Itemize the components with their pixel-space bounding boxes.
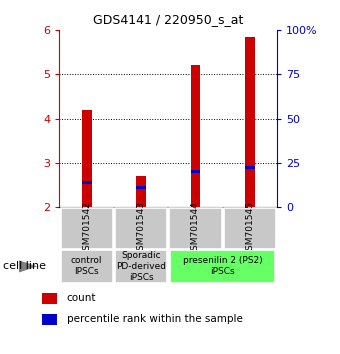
Bar (136, 176, 146, 207)
Text: GSM701544: GSM701544 (191, 201, 200, 256)
Text: Sporadic
PD-derived
iPSCs: Sporadic PD-derived iPSCs (116, 251, 166, 282)
Text: presenilin 2 (PS2)
iPSCs: presenilin 2 (PS2) iPSCs (183, 256, 262, 276)
Bar (82, 110, 91, 207)
Bar (82, 181, 91, 184)
Text: percentile rank within the sample: percentile rank within the sample (67, 314, 243, 325)
Text: control
IPSCs: control IPSCs (71, 256, 102, 276)
Title: GDS4141 / 220950_s_at: GDS4141 / 220950_s_at (93, 13, 243, 26)
Bar (245, 166, 255, 169)
Bar (245, 37, 255, 207)
Bar (42, 292, 56, 304)
Polygon shape (19, 260, 37, 273)
Text: count: count (67, 293, 96, 303)
Bar (42, 314, 56, 325)
Text: cell line: cell line (3, 261, 46, 272)
Text: GSM701543: GSM701543 (137, 201, 146, 256)
Bar (191, 65, 200, 207)
Bar (136, 185, 146, 189)
Text: GSM701542: GSM701542 (82, 201, 91, 256)
Text: GSM701545: GSM701545 (245, 201, 254, 256)
Bar (191, 170, 200, 173)
